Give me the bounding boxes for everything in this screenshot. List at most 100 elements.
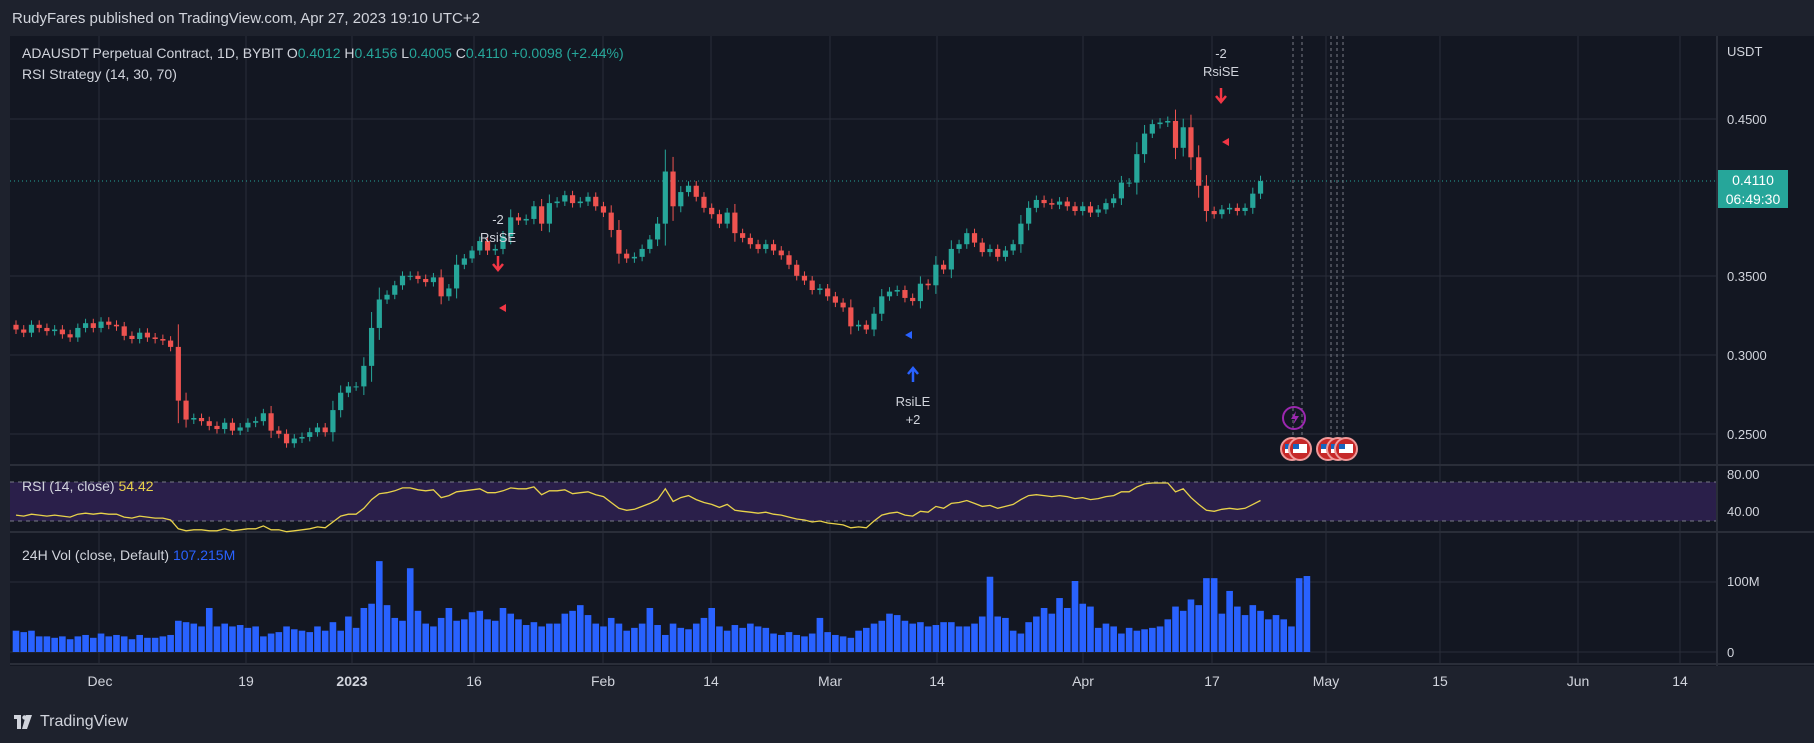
candle-body — [577, 201, 583, 204]
volume-bar — [1087, 606, 1094, 652]
volume-bar — [422, 623, 429, 652]
candle-body — [399, 275, 406, 286]
candle-body — [1033, 199, 1039, 208]
volume-bar — [167, 634, 174, 652]
volume-bar — [638, 623, 646, 652]
candle-body — [392, 285, 398, 295]
volume-bar — [515, 619, 522, 652]
candle-body — [214, 425, 220, 430]
volume-bar — [963, 626, 971, 652]
tradingview-logo[interactable]: TradingView — [14, 713, 128, 731]
arrow-down-icon — [1215, 88, 1227, 104]
strategy-legend[interactable]: RSI Strategy (14, 30, 70) — [22, 66, 177, 82]
volume-bar — [1048, 613, 1056, 652]
volume-bar — [847, 637, 855, 652]
volume-bar — [90, 637, 97, 652]
volume-bar — [708, 607, 715, 652]
volume-bar — [205, 607, 213, 652]
ohlc-o-label: O — [286, 45, 298, 61]
volume-bar — [383, 605, 391, 652]
rsi-legend[interactable]: RSI (14, close) 54.42 — [22, 478, 154, 494]
candle-body — [863, 324, 869, 330]
candle-body — [647, 239, 653, 249]
volume-bar — [948, 622, 955, 652]
volume-bar — [28, 630, 35, 652]
candle-body — [144, 332, 151, 338]
candle-body — [415, 275, 421, 279]
candle-body — [809, 280, 815, 291]
volume-bar — [1264, 619, 1272, 652]
volume-legend[interactable]: 24H Vol (close, Default) 107.215M — [22, 547, 235, 563]
candle-body — [1219, 209, 1225, 215]
us-flag-icon[interactable] — [1334, 437, 1358, 461]
volume-bar — [491, 620, 499, 652]
time-axis-label: 14 — [929, 673, 945, 689]
volume-bar — [631, 627, 638, 652]
candle-body — [1172, 120, 1179, 148]
candle-body — [724, 212, 730, 224]
volume-bar — [600, 626, 607, 652]
candle-body — [639, 248, 645, 257]
candle-body — [90, 323, 96, 328]
volume-bar — [267, 633, 275, 652]
symbol-legend[interactable]: ADAUSDT Perpetual Contract, 1D, BYBIT O 0… — [22, 45, 624, 61]
candle-body — [817, 288, 823, 291]
volume-bar — [1071, 581, 1079, 652]
volume-bar — [785, 632, 793, 652]
volume-bar — [824, 632, 831, 652]
ohlc-close: 0.4110 — [465, 45, 508, 61]
volume-bar — [1203, 578, 1210, 652]
strategy-name: RSI Strategy (14, 30, 70) — [22, 66, 177, 82]
candle-body — [430, 277, 437, 283]
time-axis-label: Mar — [818, 673, 842, 689]
volume-bar — [1133, 630, 1141, 652]
volume-bar — [863, 627, 870, 652]
event-icons[interactable] — [1280, 406, 1358, 461]
volume-bar — [932, 625, 940, 652]
candle-body — [1257, 181, 1264, 194]
candle-body — [82, 323, 89, 328]
chart-area[interactable]: -2 RsiSE RsiLE +2 -2 RsiSE USDT — [0, 36, 1814, 702]
volume-bar — [43, 636, 51, 652]
volume-bar — [878, 620, 886, 652]
volume-bar — [1172, 606, 1179, 652]
lightning-icon[interactable] — [1282, 406, 1306, 430]
signals-layer: -2 RsiSE RsiLE +2 -2 RsiSE — [480, 46, 1239, 427]
short-signal: -2 RsiSE — [480, 212, 516, 312]
candle-body — [423, 278, 429, 283]
candle-body — [554, 201, 560, 204]
candle-body — [593, 196, 599, 207]
candle-body — [229, 422, 236, 431]
candle-body — [654, 223, 661, 240]
rsi-line — [15, 482, 1261, 533]
volume-bar — [453, 620, 460, 652]
time-axis[interactable]: Dec 19 2023 16 Feb 14 Mar 14 Apr 17 May … — [88, 673, 1688, 689]
rsi-value: 54.42 — [118, 478, 154, 494]
volume-bar — [955, 626, 963, 652]
candle-body — [508, 217, 514, 237]
signal-label: RsiSE — [480, 230, 516, 245]
volume-bar — [105, 636, 113, 652]
volume-bar — [692, 623, 700, 652]
us-flag-icon[interactable] — [1288, 437, 1312, 461]
candle-body — [1211, 211, 1217, 215]
symbol-name: ADAUSDT Perpetual Contract, 1D, BYBIT — [22, 45, 283, 61]
candle-body — [291, 438, 297, 444]
time-axis-label: May — [1313, 673, 1339, 689]
candle-body — [376, 299, 382, 328]
price-axis-label: 0.4500 — [1727, 112, 1767, 127]
volume-bar — [924, 626, 932, 652]
candle-body — [855, 324, 862, 327]
signal-label: -2 — [1215, 46, 1227, 61]
candle-body — [1250, 193, 1256, 208]
volume-bar — [576, 605, 584, 652]
volume-bar — [716, 626, 723, 652]
price-axis[interactable]: USDT 0.4500 0.3500 0.3000 0.2500 80.00 4… — [1727, 44, 1767, 660]
time-axis-label: Jun — [1567, 673, 1590, 689]
ohlc-high: 0.4156 — [354, 45, 398, 61]
candle-body — [1242, 207, 1248, 212]
candle-body — [1041, 199, 1047, 204]
candle-body — [902, 290, 908, 298]
candle-body — [175, 346, 181, 401]
volume-bar — [777, 634, 785, 652]
